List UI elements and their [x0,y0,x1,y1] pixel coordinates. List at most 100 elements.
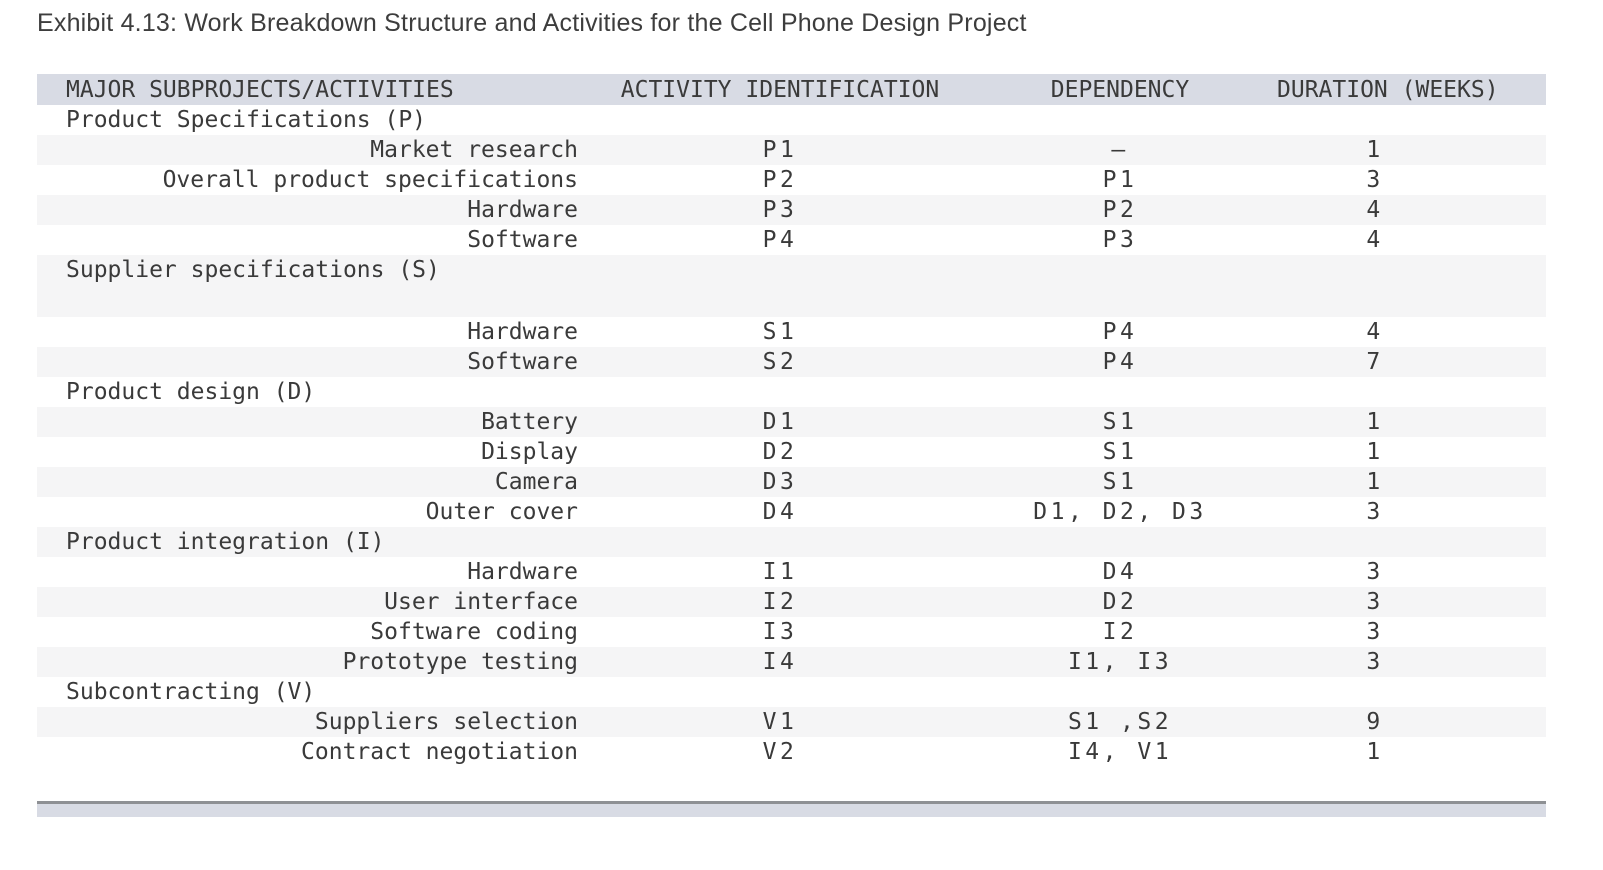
table-row: Outer cover D4 D1, D2, D3 3 [37,497,1546,527]
activity-name-cell: Hardware [467,197,578,223]
dependency-cell: D2 [1102,589,1138,615]
table-row: Hardware I1 D4 3 [37,557,1546,587]
duration-cell: 9 [1366,709,1384,735]
duration-cell: 7 [1366,349,1384,375]
table-row: Product Specifications (P) [37,105,1546,135]
table-footer-bar [37,801,1546,817]
filler-cell [1473,317,1546,347]
dependency-cell: P4 [1102,319,1138,345]
activity-id-cell: I3 [762,619,798,645]
table-row: Battery D1 S1 1 [37,407,1546,437]
column-header-duration: DURATION (WEEKS) [1277,74,1499,105]
activity-name-cell: Product design (D) [66,379,316,405]
column-header-filler [1473,74,1546,105]
filler-cell [1473,407,1546,437]
filler-cell [1473,557,1546,587]
table-row: Supplier specifications (S) [37,255,1546,317]
dependency-cell: D1, D2, D3 [1033,499,1207,525]
activity-name-cell: Contract negotiation [301,739,578,765]
filler-cell [1473,677,1546,707]
filler-cell [1473,587,1546,617]
duration-cell: 3 [1366,167,1384,193]
column-header-major-subprojects: MAJOR SUBPROJECTS/ACTIVITIES [37,74,597,105]
table-header: MAJOR SUBPROJECTS/ACTIVITIES ACTIVITY ID… [37,74,1546,105]
activity-name-cell: Market research [370,137,578,163]
header-row: MAJOR SUBPROJECTS/ACTIVITIES ACTIVITY ID… [37,74,1546,105]
duration-cell: 4 [1366,227,1384,253]
activity-name-cell: Software [467,349,578,375]
table-row: Software coding I3 I2 3 [37,617,1546,647]
table-row: Camera D3 S1 1 [37,467,1546,497]
duration-cell: 3 [1366,559,1384,585]
filler-cell [1473,195,1546,225]
duration-cell: 1 [1366,137,1384,163]
dependency-cell: S1 ,S2 [1067,709,1173,735]
activity-id-cell [597,527,963,557]
activity-id-cell: V1 [762,709,798,735]
filler-cell [1473,707,1546,737]
activity-name-cell: Software [467,227,578,253]
activity-id-cell: P1 [762,137,798,163]
table-row: Contract negotiation V2 I4, V1 1 [37,737,1546,767]
duration-cell: 4 [1366,319,1384,345]
dependency-cell: S1 [1102,439,1138,465]
activity-id-cell: D3 [762,469,798,495]
duration-cell: 3 [1366,649,1384,675]
dependency-cell [963,255,1277,317]
activity-id-cell: I4 [762,649,798,675]
filler-cell [1473,377,1546,407]
filler-cell [1473,437,1546,467]
table-row: User interface I2 D2 3 [37,587,1546,617]
filler-cell [1473,737,1546,767]
column-header-activity-identification: ACTIVITY IDENTIFICATION [597,74,963,105]
activity-id-cell: P4 [762,227,798,253]
activity-name-cell: Display [481,439,578,465]
table-row: Product design (D) [37,377,1546,407]
filler-cell [1473,165,1546,195]
activity-name-cell: Prototype testing [342,649,578,675]
activity-id-cell: S1 [762,319,798,345]
duration-cell: 1 [1366,469,1384,495]
dependency-cell: P3 [1102,227,1138,253]
table-row: Market research P1 – 1 [37,135,1546,165]
table-row: Product integration (I) [37,527,1546,557]
filler-cell [1473,225,1546,255]
activity-id-cell: P3 [762,197,798,223]
duration-cell [1277,527,1473,557]
activity-name-cell: Hardware [467,319,578,345]
dependency-cell [963,105,1277,135]
duration-cell [1277,677,1473,707]
filler-cell [1473,347,1546,377]
duration-cell: 3 [1366,619,1384,645]
dependency-cell: D4 [1102,559,1138,585]
activity-name-cell: Camera [494,469,578,495]
table-row: Display D2 S1 1 [37,437,1546,467]
dependency-cell: S1 [1102,469,1138,495]
wbs-table: MAJOR SUBPROJECTS/ACTIVITIES ACTIVITY ID… [37,74,1546,767]
activity-name-cell: Product Specifications (P) [66,107,427,133]
exhibit-title: Exhibit 4.13: Work Breakdown Structure a… [37,9,1027,37]
table-row: Hardware P3 P2 4 [37,195,1546,225]
dependency-cell: – [1111,137,1129,163]
activity-id-cell: V2 [762,739,798,765]
duration-cell: 4 [1366,197,1384,223]
activity-id-cell: D4 [762,499,798,525]
filler-cell [1473,497,1546,527]
table-row: Suppliers selection V1 S1 ,S2 9 [37,707,1546,737]
filler-cell [1473,617,1546,647]
activity-id-cell: I1 [762,559,798,585]
activity-name-cell: Suppliers selection [314,709,578,735]
activity-name-cell: Software coding [370,619,578,645]
dependency-cell: S1 [1102,409,1138,435]
filler-cell [1473,467,1546,497]
duration-cell: 1 [1366,409,1384,435]
table-body: Product Specifications (P) Market resear… [37,105,1546,767]
table-row: Hardware S1 P4 4 [37,317,1546,347]
activity-name-cell: Overall product specifications [162,167,578,193]
activity-name-cell: Product integration (I) [66,529,385,555]
filler-cell [1473,105,1546,135]
dependency-cell [963,377,1277,407]
filler-cell [1473,527,1546,557]
activity-id-cell: D2 [762,439,798,465]
duration-cell [1277,105,1473,135]
